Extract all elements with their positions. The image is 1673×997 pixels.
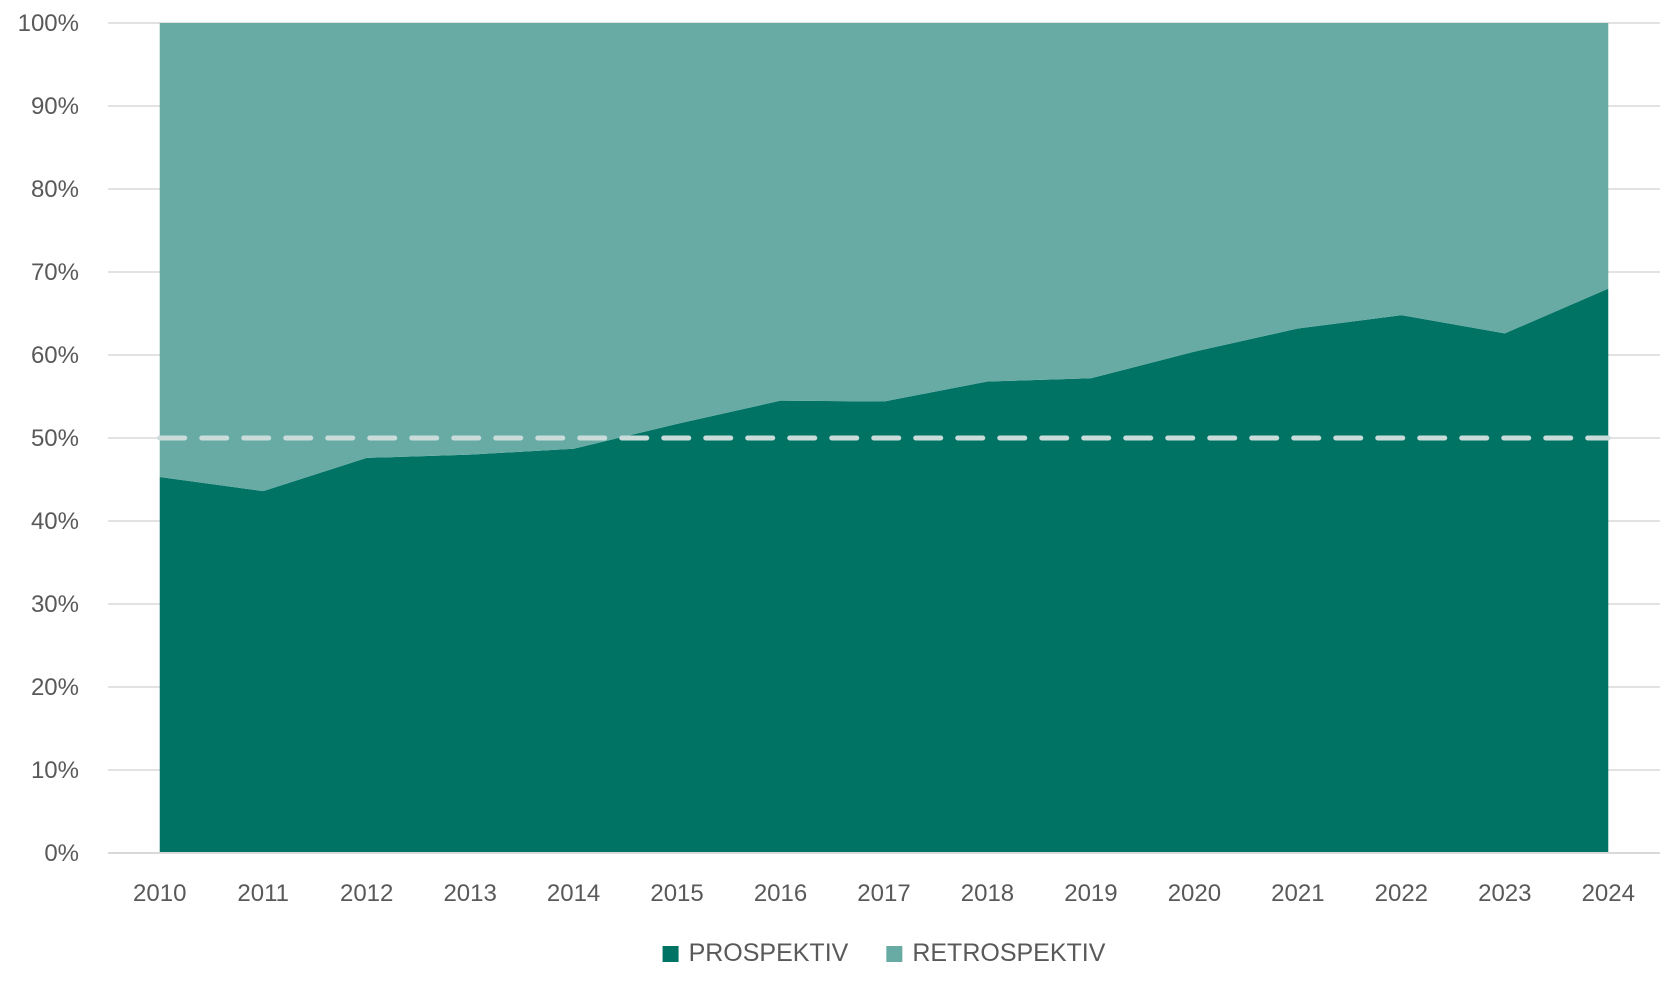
x-tick-label: 2012 xyxy=(340,880,393,907)
legend-swatch xyxy=(886,946,903,962)
legend-swatch xyxy=(662,946,679,962)
y-tick-label: 30% xyxy=(31,591,79,618)
x-tick-label: 2011 xyxy=(237,880,289,907)
x-tick-label: 2024 xyxy=(1582,880,1635,907)
y-tick-label: 70% xyxy=(31,259,79,286)
x-tick-label: 2018 xyxy=(961,880,1014,907)
y-tick-label: 90% xyxy=(31,93,79,120)
y-tick-label: 10% xyxy=(31,757,79,784)
x-tick-label: 2023 xyxy=(1478,880,1531,907)
x-tick-label: 2017 xyxy=(857,880,910,907)
legend-label: RETROSPEKTIV xyxy=(912,939,1105,967)
x-tick-label: 2022 xyxy=(1375,880,1428,907)
x-tick-label: 2013 xyxy=(443,880,496,907)
x-tick-label: 2020 xyxy=(1168,880,1221,907)
area-prospektiv xyxy=(159,288,1609,854)
y-tick-label: 40% xyxy=(31,508,79,535)
legend-item-prospektiv: PROSPEKTIV xyxy=(662,939,849,967)
x-tick-label: 2010 xyxy=(133,880,186,907)
x-tick-labels: 2010 2011 2012 2013 2014 2015 2016 2017 2018 2019… xyxy=(133,880,1635,907)
legend: PROSPEKTIV RETROSPEKTIV xyxy=(662,939,1106,967)
x-tick-label: 2016 xyxy=(754,880,807,907)
x-tick-label: 2014 xyxy=(547,880,600,907)
x-tick-label: 2021 xyxy=(1271,880,1324,907)
y-tick-label: 0% xyxy=(44,840,79,867)
y-tick-label: 80% xyxy=(31,176,79,203)
x-tick-label: 2019 xyxy=(1064,880,1117,907)
legend-item-retrospektiv: RETROSPEKTIV xyxy=(886,939,1106,967)
y-tick-label: 100% xyxy=(18,10,79,37)
y-tick-label: 50% xyxy=(31,425,79,452)
y-tick-labels: 0% 10% 20% 30% 40% 50% 60% 70% 80% 90% 100% xyxy=(18,10,79,867)
legend-label: PROSPEKTIV xyxy=(689,939,849,967)
y-tick-label: 20% xyxy=(31,674,79,701)
area-retrospektiv xyxy=(159,23,1609,492)
area-series-group xyxy=(159,23,1609,854)
x-tick-label: 2015 xyxy=(650,880,703,907)
y-tick-label: 60% xyxy=(31,342,79,369)
